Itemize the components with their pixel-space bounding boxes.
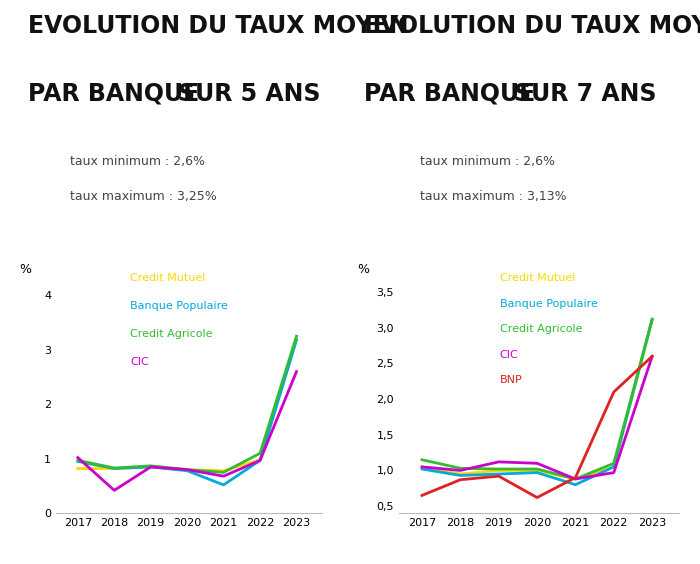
- Text: taux minimum : 2,6%: taux minimum : 2,6%: [420, 155, 555, 168]
- Text: BNP: BNP: [500, 375, 522, 385]
- Text: Credit Agricole: Credit Agricole: [130, 329, 213, 339]
- Text: EVOLUTION DU TAUX MOYEN: EVOLUTION DU TAUX MOYEN: [28, 14, 409, 38]
- Text: PAR BANQUE: PAR BANQUE: [364, 82, 543, 106]
- Text: Credit Mutuel: Credit Mutuel: [500, 273, 575, 283]
- Text: Credit Mutuel: Credit Mutuel: [130, 273, 206, 283]
- Text: taux minimum : 2,6%: taux minimum : 2,6%: [70, 155, 205, 168]
- Text: Banque Populaire: Banque Populaire: [500, 298, 598, 309]
- Text: %: %: [19, 263, 31, 276]
- Text: Credit Agricole: Credit Agricole: [500, 324, 582, 334]
- Text: SUR 5 ANS: SUR 5 ANS: [178, 82, 321, 106]
- Text: CIC: CIC: [500, 350, 519, 359]
- Text: Banque Populaire: Banque Populaire: [130, 301, 228, 311]
- Text: %: %: [357, 263, 369, 276]
- Text: SUR 7 ANS: SUR 7 ANS: [514, 82, 657, 106]
- Text: taux maximum : 3,25%: taux maximum : 3,25%: [70, 190, 217, 203]
- Text: PAR BANQUE: PAR BANQUE: [28, 82, 207, 106]
- Text: EVOLUTION DU TAUX MOYEN: EVOLUTION DU TAUX MOYEN: [364, 14, 700, 38]
- Text: taux maximum : 3,13%: taux maximum : 3,13%: [420, 190, 566, 203]
- Text: CIC: CIC: [130, 357, 149, 367]
